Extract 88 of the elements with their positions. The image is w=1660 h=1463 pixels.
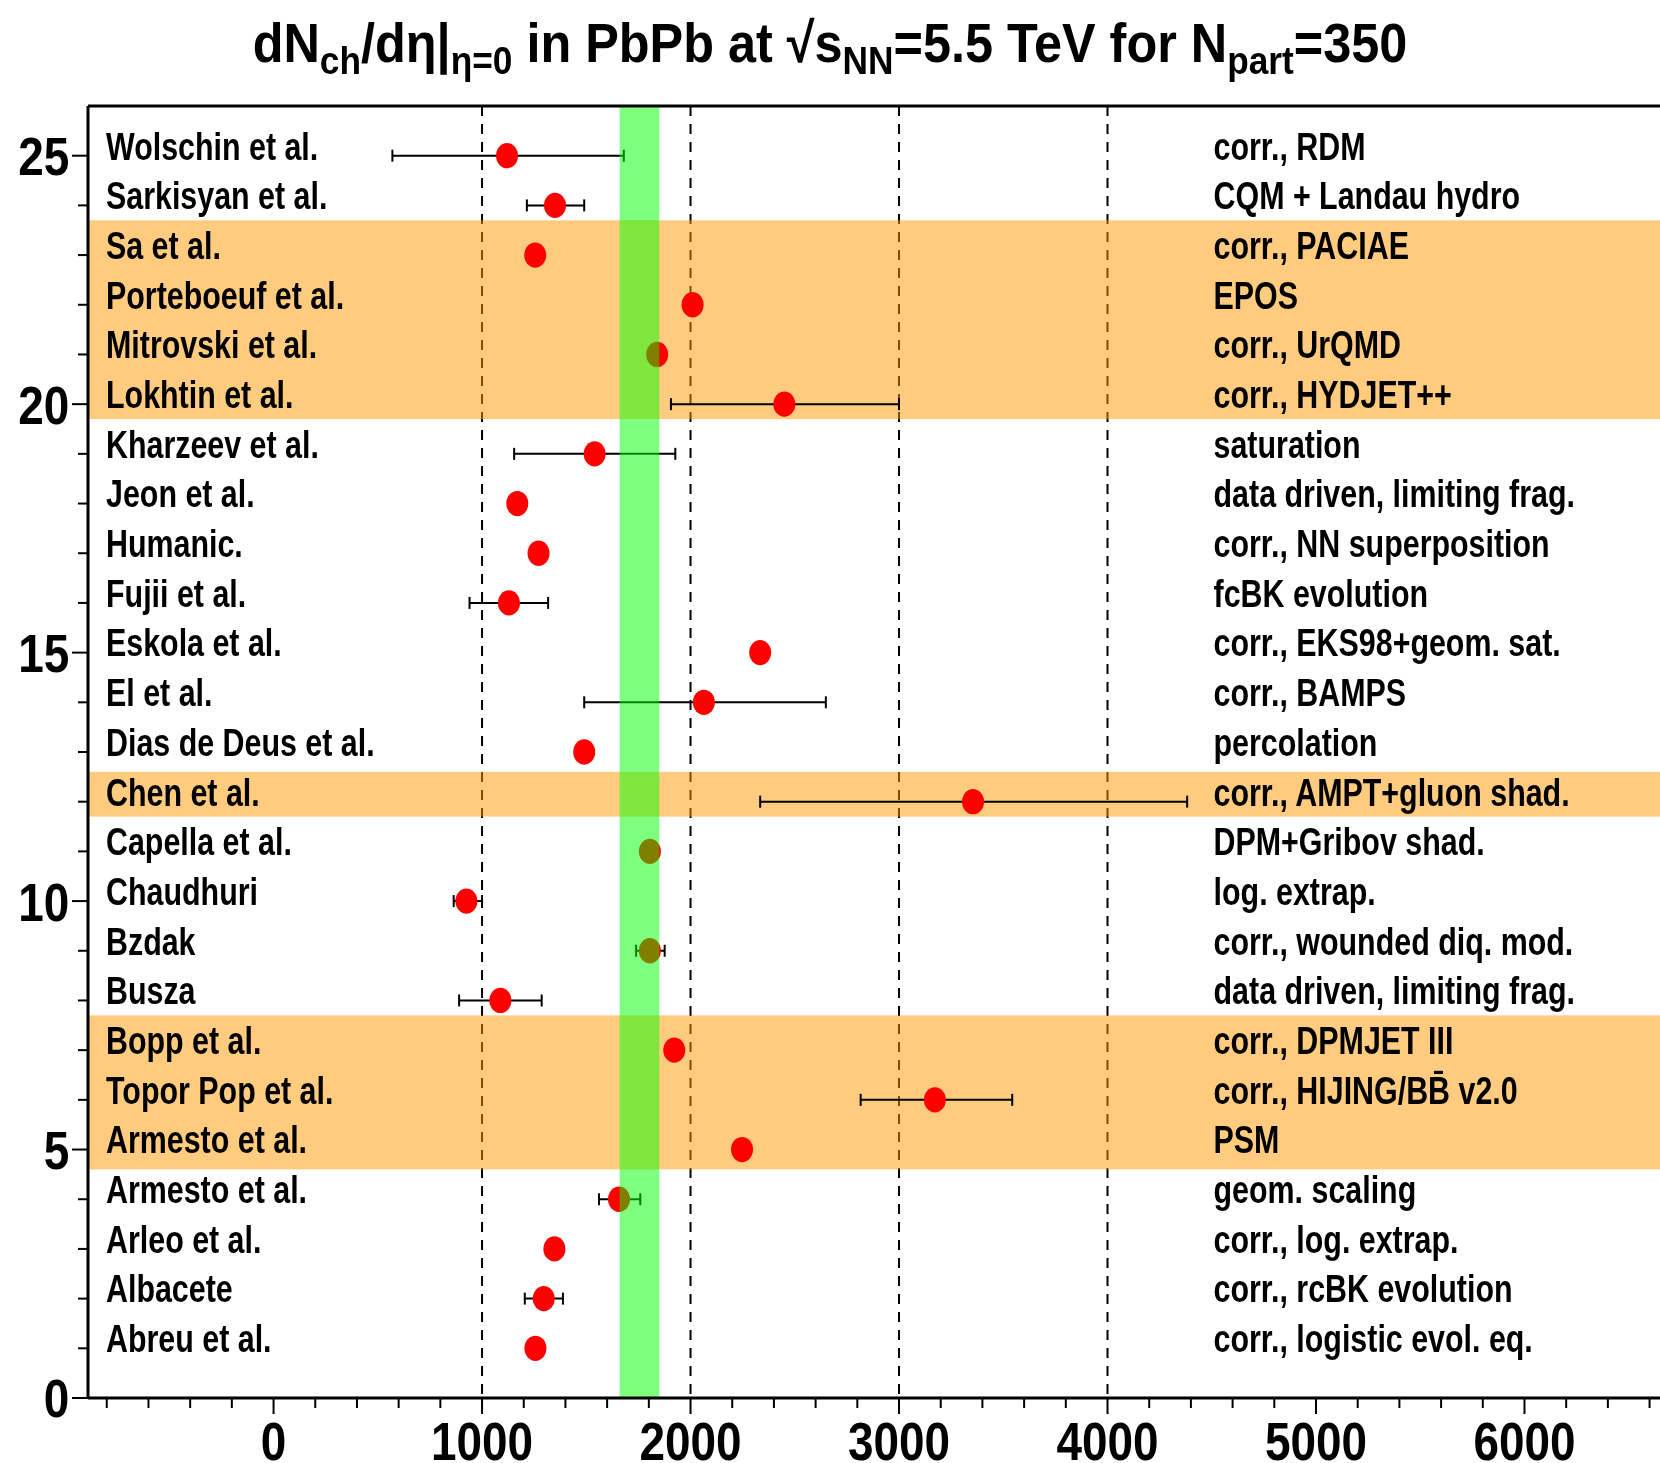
y-tick-label: 20 xyxy=(18,375,70,436)
annotation: corr., log. extrap. xyxy=(1213,1218,1459,1261)
point xyxy=(524,242,547,268)
annotation: Chaudhuri xyxy=(106,870,258,913)
annotation: data driven, limiting frag. xyxy=(1213,473,1575,516)
annotation: Kharzeev et al. xyxy=(106,423,319,466)
x-tick-label: 1000 xyxy=(430,1411,534,1463)
point xyxy=(583,441,606,467)
annotation: corr., RDM xyxy=(1213,125,1366,168)
annotation: corr., logistic evol. eq. xyxy=(1213,1317,1533,1360)
annotation: Sarkisyan et al. xyxy=(106,174,328,217)
point xyxy=(527,540,550,566)
annotation: log. extrap. xyxy=(1213,870,1376,913)
y-tick-label: 15 xyxy=(18,623,70,684)
point xyxy=(638,938,661,964)
annotation: corr., wounded diq. mod. xyxy=(1213,920,1574,963)
annotation: Fujii et al. xyxy=(106,572,247,615)
point xyxy=(923,1087,946,1113)
point xyxy=(638,838,661,865)
annotation: Humanic. xyxy=(106,522,243,565)
y-tick-label: 25 xyxy=(18,126,70,187)
annotation: Porteboeuf et al. xyxy=(106,274,345,317)
annotation: Bopp et al. xyxy=(106,1019,262,1062)
annotation: CQM + Landau hydro xyxy=(1213,174,1521,217)
point xyxy=(749,639,772,666)
annotation: DPM+Gribov shad. xyxy=(1213,820,1485,863)
annotation: Jeon et al. xyxy=(106,473,255,516)
annotation: corr., PACIAE xyxy=(1213,224,1409,267)
annotation: Wolschin et al. xyxy=(106,125,319,168)
annotation: EPOS xyxy=(1213,274,1299,317)
x-tick-label: 4000 xyxy=(1056,1411,1159,1463)
annotation: Eskola et al. xyxy=(106,622,282,665)
annotation: Chen et al. xyxy=(106,771,260,814)
x-tick-label: 6000 xyxy=(1473,1411,1576,1463)
x-tick-label: 2000 xyxy=(639,1411,742,1463)
annotation: corr., HIJING/BB̄ v2.0 xyxy=(1213,1069,1518,1112)
y-tick-label: 10 xyxy=(18,872,70,933)
annotation: Mitrovski et al. xyxy=(106,324,318,366)
chart-title: dN$_{ch}$/dη|$_{η=0}$ in PbPb at √s$_{NN}$=5.5 TeV for N$_{part}$=350 xyxy=(252,11,1408,83)
point xyxy=(692,689,715,715)
point xyxy=(544,192,567,219)
annotation: saturation xyxy=(1213,423,1361,466)
annotation: Lokhtin et al. xyxy=(106,373,294,416)
point xyxy=(681,292,704,318)
x-tick-label: 0 xyxy=(260,1411,287,1463)
point xyxy=(731,1136,754,1163)
point xyxy=(489,987,512,1014)
annotation: Abreu et al. xyxy=(106,1317,272,1360)
x-tick-label: 3000 xyxy=(847,1411,951,1463)
point xyxy=(497,590,520,616)
point xyxy=(532,1285,555,1312)
point xyxy=(573,739,596,765)
annotation: corr., AMPT+gluon shad. xyxy=(1213,771,1570,814)
annotation: data driven, limiting frag. xyxy=(1213,970,1575,1012)
annotation: El et al. xyxy=(106,671,213,714)
annotation: percolation xyxy=(1213,721,1378,764)
annotation: Topor Pop et al. xyxy=(106,1069,334,1112)
annotation: geom. scaling xyxy=(1213,1168,1417,1211)
annotation: corr., BAMPS xyxy=(1213,671,1407,714)
point xyxy=(496,143,519,169)
annotation: corr., HYDJET++ xyxy=(1213,373,1452,416)
x-tick-label: 5000 xyxy=(1264,1411,1368,1463)
annotation: corr., EKS98+geom. sat. xyxy=(1213,622,1561,665)
annotation: corr., UrQMD xyxy=(1213,324,1402,366)
point xyxy=(646,341,669,368)
point xyxy=(962,789,985,815)
point xyxy=(663,1037,686,1063)
point xyxy=(455,888,478,914)
y-tick-label: 5 xyxy=(43,1120,70,1181)
point xyxy=(506,490,529,517)
annotation: fcBK evolution xyxy=(1213,572,1429,615)
annotation: Albacete xyxy=(106,1268,233,1311)
annotation: Sa et al. xyxy=(106,224,221,267)
annotation: corr., DPMJET III xyxy=(1213,1019,1454,1062)
annotation: corr., NN superposition xyxy=(1213,522,1550,565)
annotation: Armesto et al. xyxy=(106,1168,308,1211)
point xyxy=(773,391,796,417)
annotation: corr., rcBK evolution xyxy=(1213,1268,1513,1311)
annotation: Armesto et al. xyxy=(106,1119,308,1162)
annotation: Bzdak xyxy=(106,920,197,963)
annotation: Busza xyxy=(106,970,197,1012)
point xyxy=(524,1335,547,1361)
annotation: Dias de Deus et al. xyxy=(106,721,375,764)
annotation: Arleo et al. xyxy=(106,1218,262,1261)
point xyxy=(608,1186,631,1212)
point xyxy=(543,1236,566,1262)
annotation: Capella et al. xyxy=(106,820,292,863)
annotation: PSM xyxy=(1213,1119,1280,1162)
